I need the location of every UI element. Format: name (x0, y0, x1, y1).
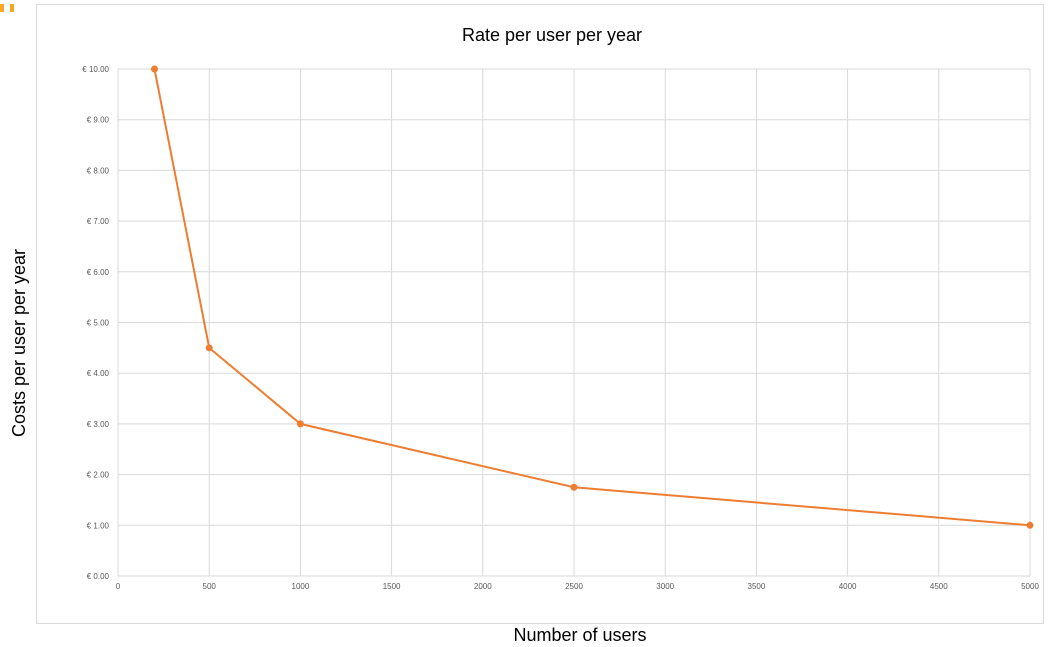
x-tick-label: 5000 (1021, 582, 1039, 591)
chart-title: Rate per user per year (462, 25, 642, 45)
y-tick-labels: € 0.00 € 1.00 € 2.00 € 3.00 € 4.00 € 5.00 € 6.… (82, 65, 109, 581)
y-tick-label: € 4.00 (87, 369, 110, 378)
y-tick-label: € 9.00 (87, 116, 110, 125)
y-axis-title: Costs per user per year (9, 248, 29, 438)
x-tick-label: 2500 (565, 582, 583, 591)
x-tick-label: 3500 (748, 582, 766, 591)
y-tick-label: € 10.00 (82, 65, 109, 74)
series (150, 65, 1034, 529)
x-tick-label: 3000 (656, 582, 674, 591)
chart-area (36, 4, 1044, 624)
x-tick-label: 1000 (292, 582, 310, 591)
x-tick-label: 500 (203, 582, 217, 591)
x-tick-labels: 0 500 1000 1500 2000 2500 3000 3500 4000 4500 5000 (116, 582, 1040, 591)
y-tick-label: € 6.00 (87, 268, 110, 277)
x-tick-label: 4500 (930, 582, 948, 591)
gridlines (117, 68, 1031, 577)
series-line (153, 68, 1031, 527)
data-point (570, 483, 578, 491)
corner-accent-icon (0, 4, 14, 12)
data-point (296, 420, 304, 428)
y-tick-label: € 8.00 (87, 166, 110, 175)
data-point (1026, 521, 1034, 529)
x-axis-title: Number of users (513, 625, 647, 645)
y-tick-label: € 0.00 (87, 572, 110, 581)
y-tick-label: € 2.00 (87, 471, 110, 480)
y-tick-label: € 5.00 (87, 319, 110, 328)
data-point (205, 344, 213, 352)
x-tick-label: 1500 (383, 582, 401, 591)
y-tick-label: € 7.00 (87, 217, 110, 226)
data-point (150, 65, 158, 73)
x-tick-label: 2000 (474, 582, 492, 591)
x-tick-label: 4000 (839, 582, 857, 591)
x-tick-label: 0 (116, 582, 121, 591)
y-tick-label: € 3.00 (87, 420, 110, 429)
y-tick-label: € 1.00 (87, 521, 110, 530)
